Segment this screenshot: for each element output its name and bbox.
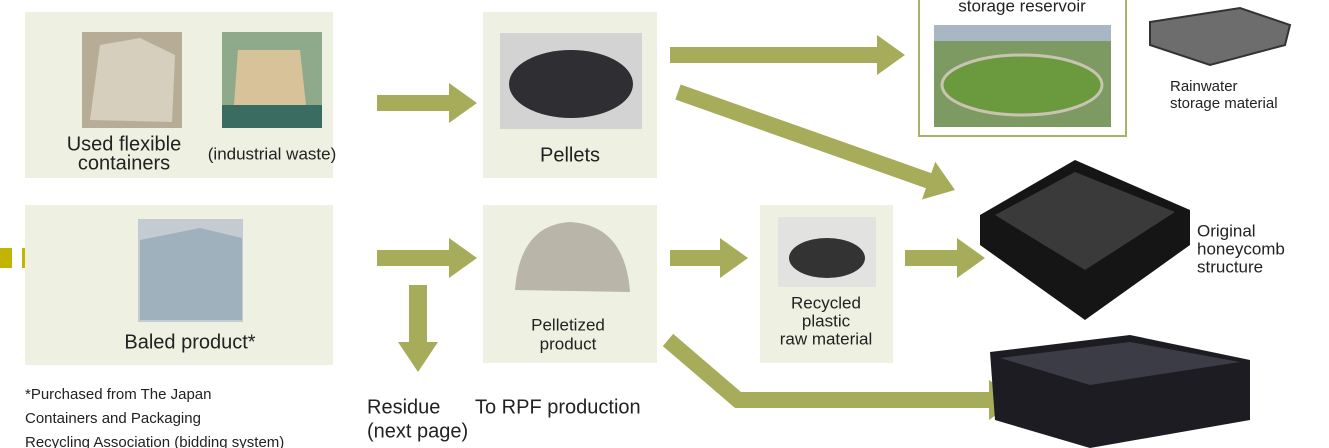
node-label: raw material <box>780 329 873 348</box>
node-label: Rainwater <box>1170 78 1238 95</box>
output-label: Residue <box>367 396 440 418</box>
photo-detail <box>789 238 865 278</box>
footnote: *Purchased from The Japan <box>25 386 212 403</box>
node-label: storage material <box>1170 95 1278 112</box>
photo-detail <box>90 38 175 122</box>
photo-detail <box>140 228 242 320</box>
node-label: Baled product* <box>124 331 255 353</box>
output-label: To RPF production <box>475 396 641 418</box>
node-label: product <box>540 334 597 353</box>
arrow <box>905 238 985 278</box>
node-label: Original <box>1197 221 1256 240</box>
arrow <box>675 84 955 199</box>
output-label: (next page) <box>367 420 468 442</box>
node-label: Pelletized <box>531 315 605 334</box>
node-label: containers <box>78 152 170 174</box>
node-label: structure <box>1197 257 1263 276</box>
arrow <box>670 238 748 278</box>
photo-detail <box>942 55 1102 115</box>
footnote: Recycling Association (bidding system) <box>25 434 284 448</box>
arrow <box>398 285 438 372</box>
node-label: storage reservoir <box>958 0 1086 15</box>
node-label: Recycled <box>791 293 861 312</box>
footnote: Containers and Packaging <box>25 410 201 427</box>
arrow <box>670 35 905 75</box>
node-label: plastic <box>802 311 851 330</box>
node-label: honeycomb <box>1197 239 1285 258</box>
photo-detail <box>934 25 1111 41</box>
dash <box>0 248 12 268</box>
photo-detail <box>222 105 322 128</box>
node-sublabel: (industrial waste) <box>208 144 337 163</box>
arrow <box>377 238 477 278</box>
node-label: Pellets <box>540 144 600 166</box>
recycling-flow-diagram: Used flexible containers (industrial was… <box>0 0 1329 448</box>
icon-storage-material <box>1150 8 1290 65</box>
photo-detail <box>234 50 306 105</box>
arrow <box>377 83 477 123</box>
photo-detail <box>509 50 633 118</box>
